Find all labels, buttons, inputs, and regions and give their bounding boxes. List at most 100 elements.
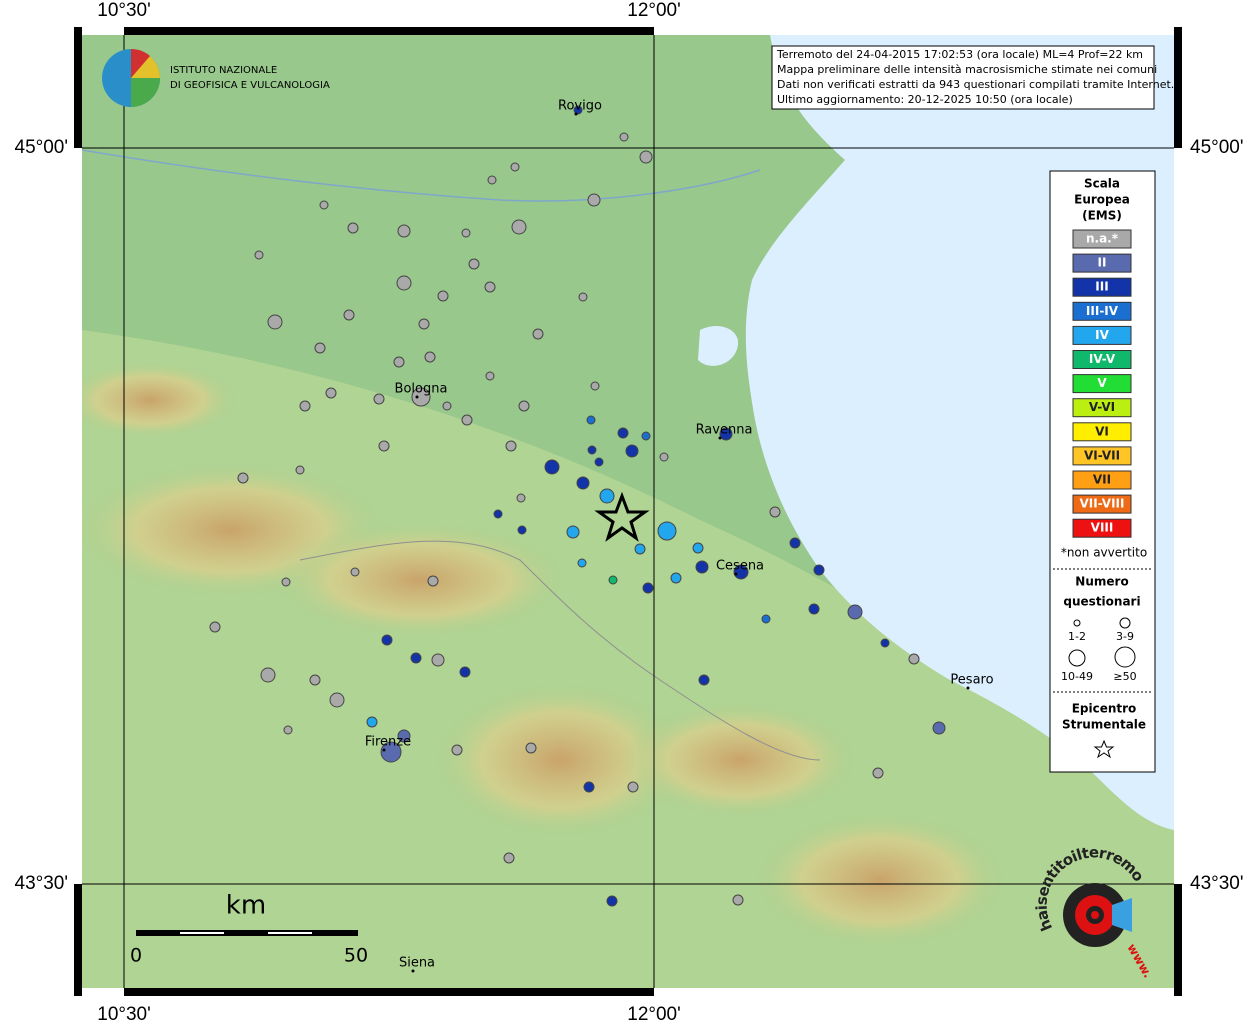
city-marker xyxy=(734,572,738,576)
intensity-point xyxy=(608,575,618,585)
intensity-point xyxy=(517,525,527,535)
intensity-point xyxy=(209,621,221,633)
city-label: Cesena xyxy=(716,559,764,574)
intensity-point xyxy=(468,258,480,270)
epicenter-symbol xyxy=(1093,739,1115,759)
intensity-point xyxy=(769,506,781,518)
intensity-point xyxy=(237,472,249,484)
city-label: Bologna xyxy=(395,382,448,397)
intensity-point xyxy=(639,150,653,164)
intensity-point xyxy=(659,452,669,462)
intensity-point xyxy=(424,351,436,363)
legend-label: VII-VIII xyxy=(1079,497,1124,511)
intensity-point xyxy=(908,653,920,665)
intensity-point xyxy=(431,653,445,667)
legend-label: V-VI xyxy=(1089,400,1115,414)
legend-label: III xyxy=(1095,280,1108,294)
legend-swatch xyxy=(1072,470,1132,490)
intensity-point xyxy=(590,381,600,391)
intensity-point xyxy=(695,560,709,574)
intensity-point xyxy=(599,488,615,504)
legend-label: n.a.* xyxy=(1086,232,1119,246)
intensity-point xyxy=(393,356,405,368)
mountain xyxy=(620,700,860,820)
logo-text: ISTITUTO NAZIONALE xyxy=(170,65,277,76)
intensity-point xyxy=(347,222,359,234)
intensity-point xyxy=(397,729,411,743)
city-marker xyxy=(718,436,722,440)
border xyxy=(299,540,821,761)
lagoon xyxy=(698,325,739,366)
info-line: Ultimo aggiornamento: 20-12-2025 10:50 (… xyxy=(777,93,1073,106)
intensity-point xyxy=(281,577,291,587)
legend-swatch xyxy=(1072,301,1132,321)
lon-label: 10°30' xyxy=(97,0,151,21)
intensity-point xyxy=(427,575,439,587)
size-symbol xyxy=(1119,617,1131,629)
intensity-point xyxy=(410,652,422,664)
intensity-point xyxy=(350,567,360,577)
intensity-point xyxy=(573,105,583,115)
legend-label: IV-V xyxy=(1089,352,1116,366)
intensity-point xyxy=(366,716,378,728)
size-symbol xyxy=(1073,619,1081,627)
info-line: Dati non verificati estratti da 943 ques… xyxy=(777,78,1174,91)
intensity-point xyxy=(880,638,890,648)
intensity-point xyxy=(505,440,517,452)
intensity-point xyxy=(299,400,311,412)
intensity-point xyxy=(510,162,520,172)
size-label: 3-9 xyxy=(1116,630,1134,643)
size-label: 10-49 xyxy=(1061,670,1093,683)
info-line: Mappa preliminare delle intensità macros… xyxy=(777,63,1157,76)
intensity-point xyxy=(503,852,515,864)
epicenter xyxy=(594,491,650,542)
legend-label: VIII xyxy=(1091,521,1114,535)
intensity-point xyxy=(378,440,390,452)
legend-swatch xyxy=(1072,398,1132,418)
intensity-point xyxy=(516,493,526,503)
intensity-point xyxy=(577,558,587,568)
legend-label: VII xyxy=(1093,473,1111,487)
intensity-point xyxy=(319,200,329,210)
intensity-point xyxy=(698,674,710,686)
intensity-point xyxy=(670,572,682,584)
intensity-point xyxy=(847,604,863,620)
city-marker xyxy=(574,112,578,116)
intensity-point xyxy=(484,281,496,293)
intensity-point xyxy=(411,387,431,407)
info-line: Terremoto del 24-04-2015 17:02:53 (ora l… xyxy=(776,48,1143,61)
intensity-point xyxy=(381,634,393,646)
intensity-point xyxy=(437,290,449,302)
scale-tick: 0 xyxy=(130,945,142,967)
intensity-point xyxy=(380,741,402,763)
intensity-point xyxy=(587,445,597,455)
intensity-point xyxy=(761,614,771,624)
lat-label: 43°30' xyxy=(1190,873,1244,894)
legend-title: Epicentro xyxy=(1072,702,1137,716)
intensity-point xyxy=(813,564,825,576)
intensity-point xyxy=(329,692,345,708)
lat-label: 45°00' xyxy=(1190,137,1244,158)
scale-tick: 50 xyxy=(344,945,368,967)
legend-label: VI xyxy=(1095,424,1109,438)
intensity-point xyxy=(461,228,471,238)
intensity-point xyxy=(732,894,744,906)
intensity-point xyxy=(343,309,355,321)
legend-swatch xyxy=(1072,422,1132,442)
intensity-point xyxy=(932,721,946,735)
size-label: 1-2 xyxy=(1068,630,1086,643)
intensity-point xyxy=(254,250,264,260)
intensity-point xyxy=(587,193,601,207)
intensity-point xyxy=(396,275,412,291)
intensity-point xyxy=(451,744,463,756)
city-marker xyxy=(382,748,386,752)
intensity-point xyxy=(625,444,639,458)
lon-label: 12°00' xyxy=(627,1004,681,1024)
size-symbol xyxy=(1068,649,1086,667)
city-label: Firenze xyxy=(365,735,411,750)
intensity-point xyxy=(418,318,430,330)
legend-swatch xyxy=(1072,494,1132,514)
intensity-point xyxy=(532,328,544,340)
legend-title: Europea xyxy=(1074,193,1130,207)
